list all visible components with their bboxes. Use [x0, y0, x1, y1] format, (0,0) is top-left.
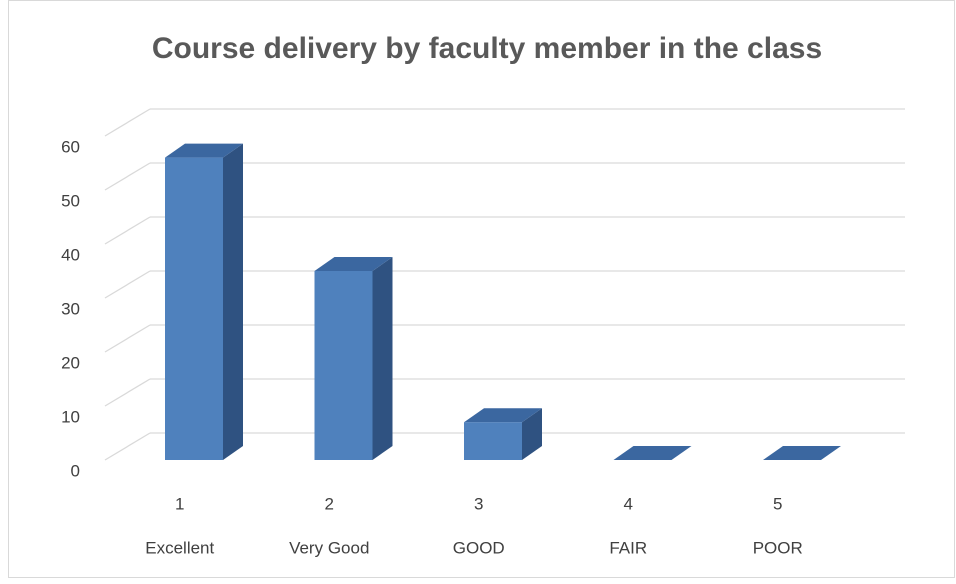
grid-line-side [104, 378, 151, 407]
y-tick-label: 10 [61, 407, 80, 426]
category-label: POOR [753, 538, 803, 557]
bar-top [763, 446, 841, 460]
y-tick-label: 30 [61, 299, 80, 318]
x-tick-label: 3 [474, 494, 483, 513]
y-tick-label: 20 [61, 353, 80, 372]
x-tick-label: 2 [325, 494, 334, 513]
grid-line-side [104, 432, 151, 461]
category-label: Very Good [289, 538, 369, 557]
grid-line-side [104, 216, 151, 245]
bar-front [165, 157, 223, 460]
bar-front [464, 422, 522, 460]
x-tick-label: 5 [773, 494, 782, 513]
grid-line-side [104, 162, 151, 191]
chart-border [8, 0, 955, 578]
grid-line-side [104, 270, 151, 299]
y-tick-label: 50 [61, 191, 80, 210]
bar-side [223, 143, 243, 460]
bar [613, 446, 692, 460]
category-label: Excellent [145, 538, 214, 557]
bar [314, 257, 393, 460]
chart-title: Course delivery by faculty member in the… [152, 32, 822, 65]
y-tick-label: 0 [71, 461, 80, 480]
bar-top [464, 408, 542, 423]
bar [165, 143, 243, 460]
bar [464, 408, 542, 460]
bar-front [314, 271, 373, 460]
x-tick-label: 4 [624, 494, 633, 513]
grid-line-side [104, 108, 151, 137]
category-label: GOOD [453, 538, 505, 557]
bar-top [314, 257, 393, 271]
bar-side [372, 257, 393, 460]
grid-line-side [104, 324, 151, 353]
y-tick-label: 40 [61, 245, 80, 264]
x-tick-label: 1 [175, 494, 184, 513]
bar-top [613, 446, 692, 460]
bar [763, 446, 841, 460]
bar-side [522, 408, 542, 460]
bar-top [165, 143, 243, 158]
y-tick-label: 60 [61, 137, 80, 156]
category-label: FAIR [609, 538, 647, 557]
